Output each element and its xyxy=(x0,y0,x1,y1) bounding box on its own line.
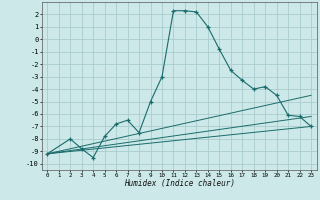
X-axis label: Humidex (Indice chaleur): Humidex (Indice chaleur) xyxy=(124,179,235,188)
